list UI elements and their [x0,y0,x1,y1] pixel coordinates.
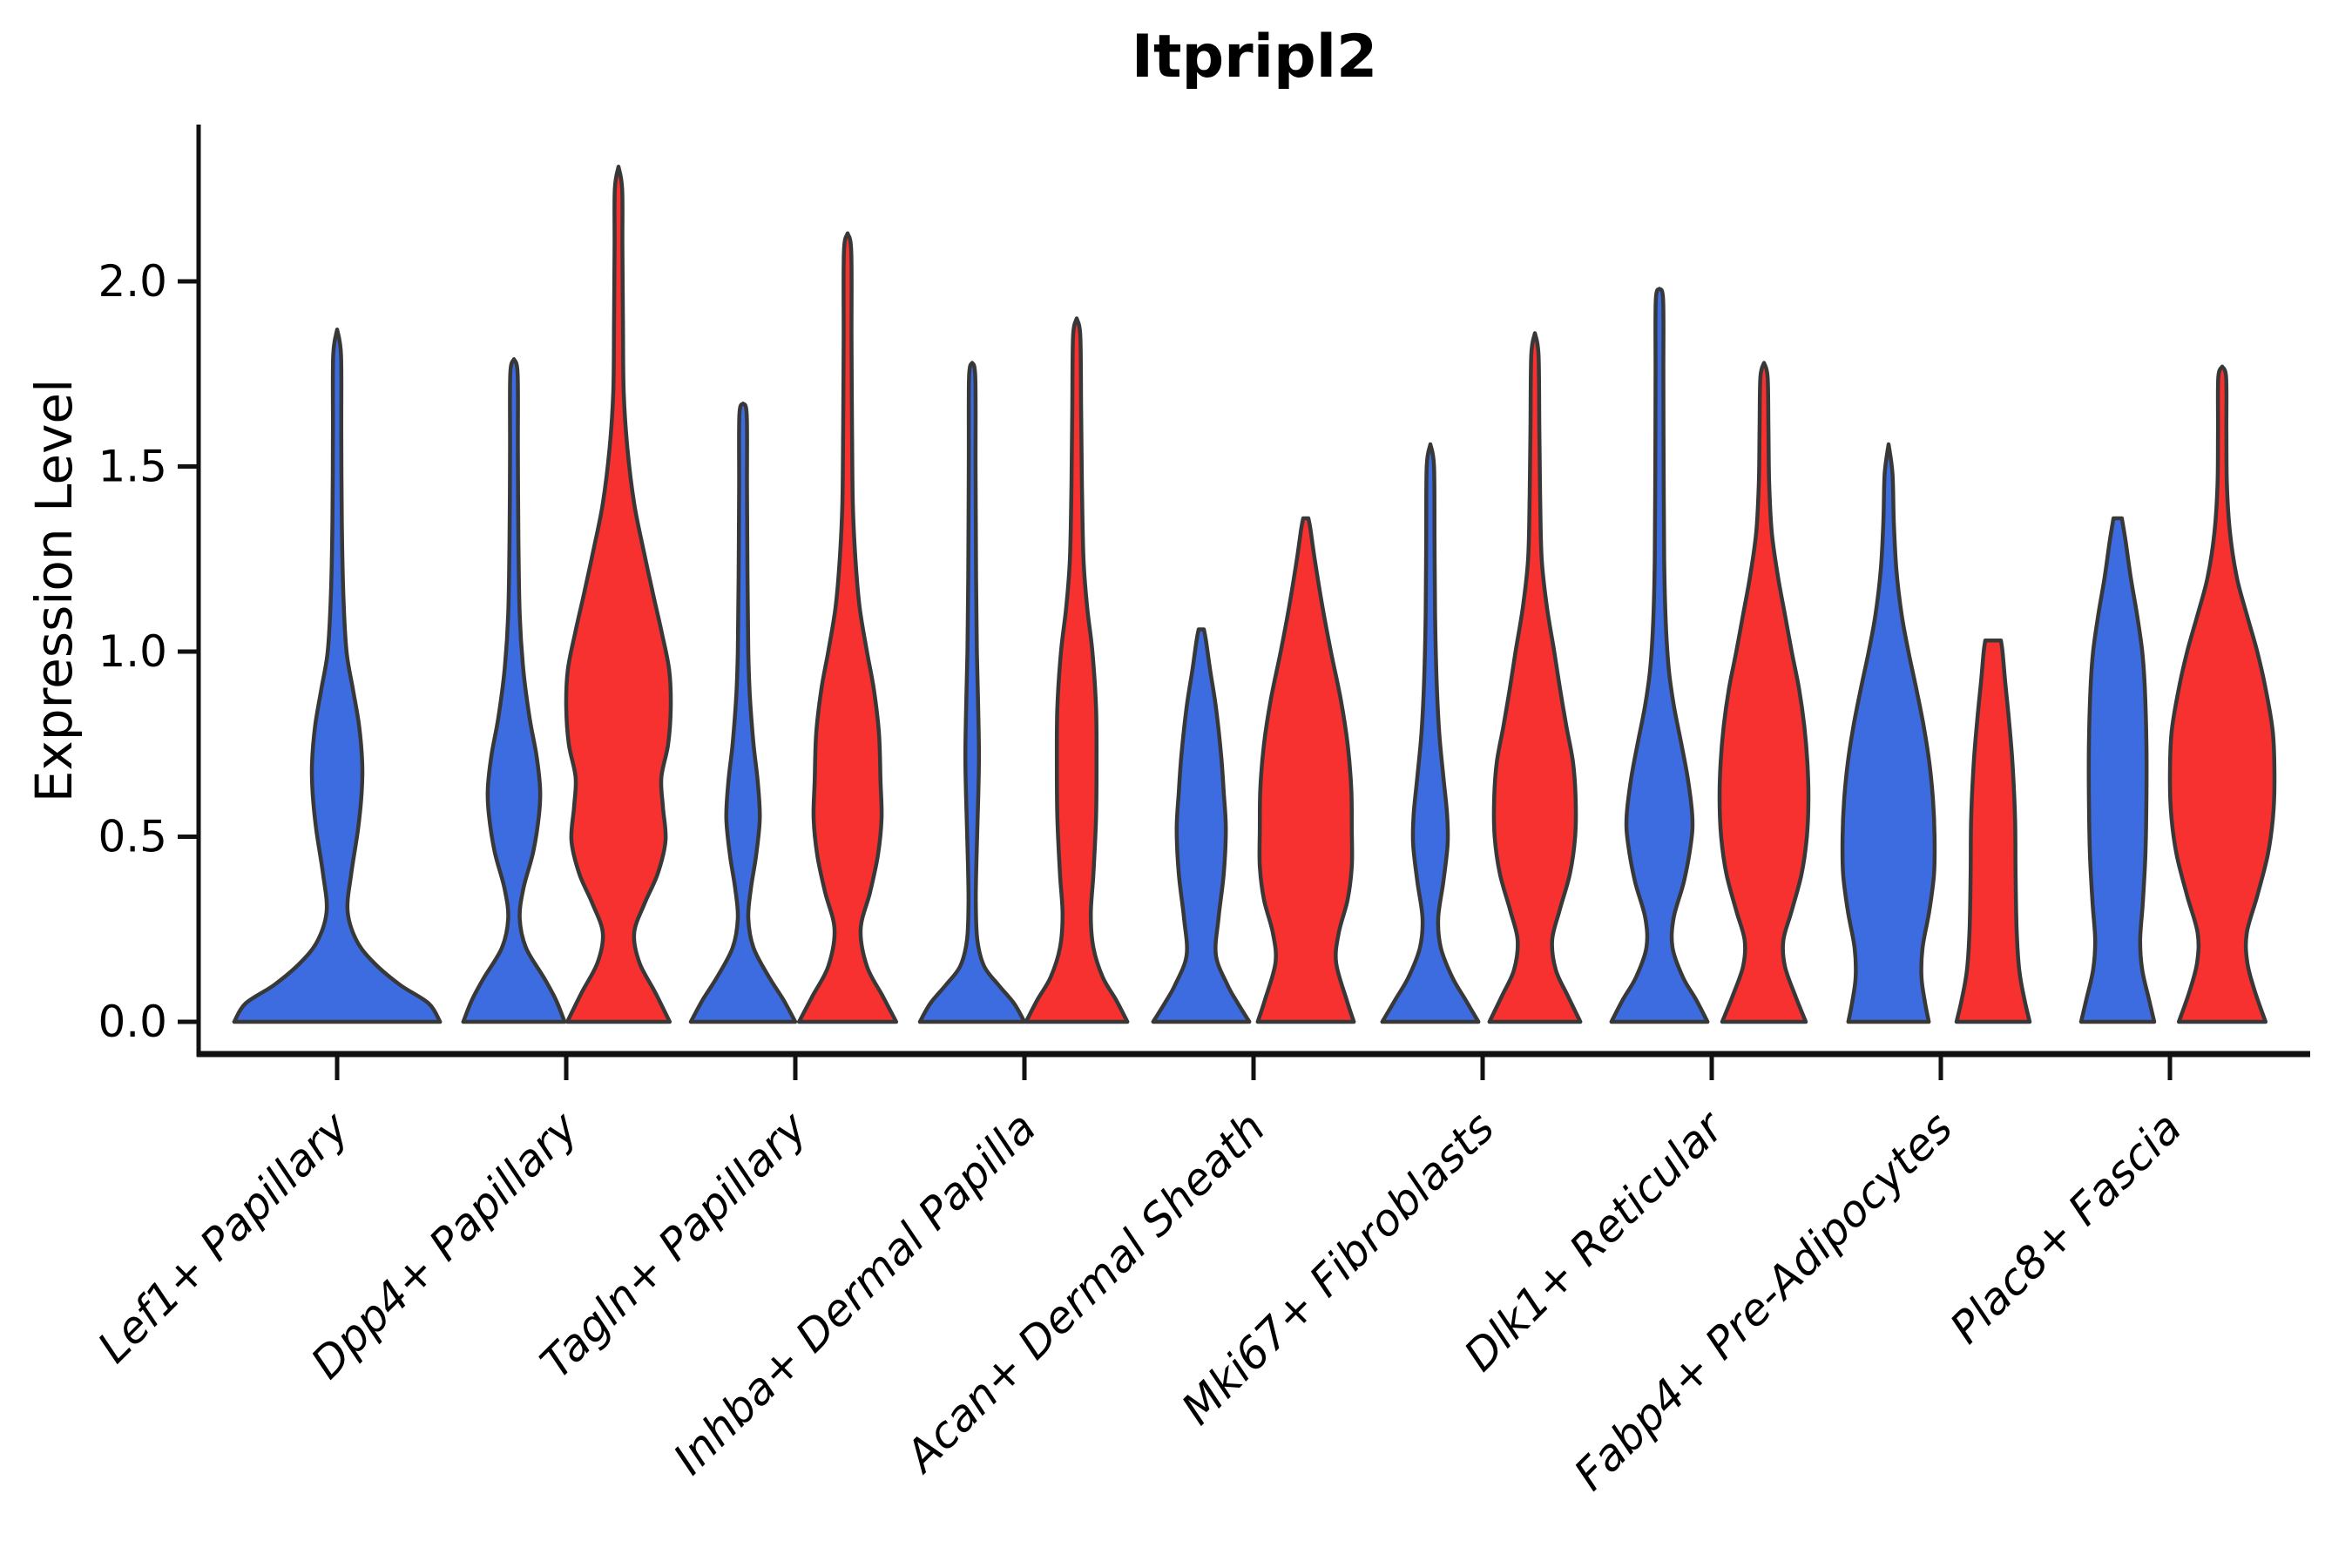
y-tick-label: 1.0 [98,626,167,677]
violin-red-acan-dermal-sheath [1255,516,1356,1024]
violin-blue-plac8-fascia [2078,516,2157,1024]
x-tick-label: Plac8+ Fascia [1941,1102,2192,1353]
y-tick-label: 0.0 [98,997,167,1047]
chart-title: Itpripl2 [1131,23,1378,91]
violin-red-tagln-papillary [796,231,899,1024]
x-tick-label: Acan+ Dermal Sheath [895,1102,1275,1483]
violin-blue-dpp4-papillary [461,357,567,1024]
violin-red-dlk1-reticular [1717,361,1811,1024]
violin-blue-lef1-papillary [232,328,443,1024]
violin-blue-tagln-papillary [688,402,798,1024]
x-tick-label: Fabp4+ Pre-Adipocytes [1565,1102,1963,1500]
violin-blue-fabp4-pre-adipocytes [1840,442,1937,1024]
violin-red-dpp4-papillary [564,165,673,1024]
y-tick-label: 2.0 [98,256,167,307]
x-tick-label: Lef1+ Papillary [88,1101,359,1372]
violin-blue-mki67-fibroblasts [1380,442,1481,1024]
violin-blue-inhba-dermal-papilla [917,361,1027,1024]
violin-blue-dlk1-reticular [1609,287,1710,1024]
x-tick-label: Inhba+ Dermal Papilla [664,1102,1045,1484]
y-tick-label: 1.5 [98,442,167,492]
violin-red-inhba-dermal-papilla [1024,316,1130,1024]
violin-red-mki67-fibroblasts [1487,331,1583,1024]
violin-red-plac8-fascia [2167,364,2277,1024]
violin-blue-acan-dermal-sheath [1151,627,1252,1024]
y-tick-label: 0.5 [98,812,167,862]
violin-red-fabp4-pre-adipocytes [1954,639,2032,1024]
